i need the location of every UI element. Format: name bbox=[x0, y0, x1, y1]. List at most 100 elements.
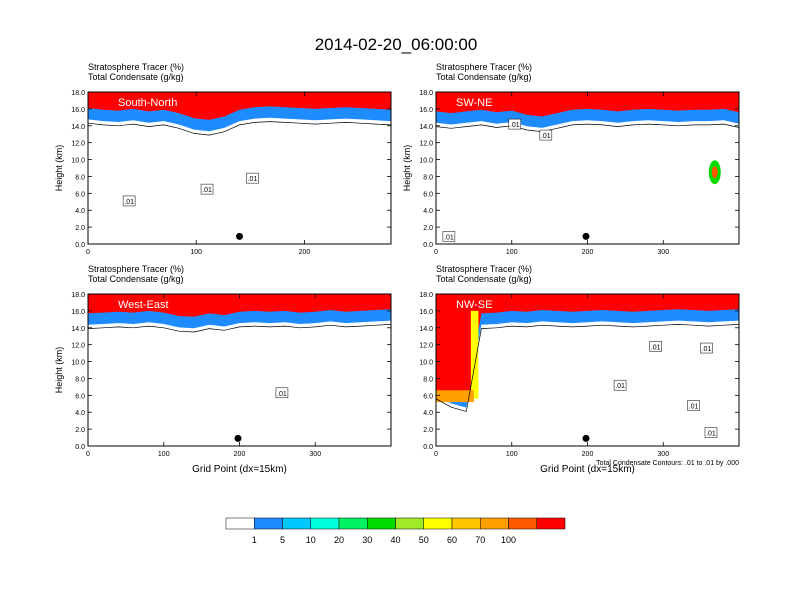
panel-label: SW-NE bbox=[456, 97, 492, 109]
colorbar-box bbox=[367, 517, 396, 530]
panel-title-line1: Stratosphere Tracer (%) bbox=[88, 264, 184, 274]
y-tick-label: 6.0 bbox=[75, 191, 85, 198]
colorbar-label: 70 bbox=[475, 535, 485, 545]
y-tick-label: 4.0 bbox=[75, 208, 85, 215]
x-tick-label: 300 bbox=[657, 451, 669, 458]
tracer-fold-base bbox=[436, 390, 474, 403]
y-tick-label: 8.0 bbox=[75, 174, 85, 181]
contour-label: .01 bbox=[444, 234, 454, 241]
colorbar-box bbox=[282, 517, 311, 530]
colorbar-box bbox=[254, 517, 283, 530]
y-axis-label: Height (km) bbox=[402, 145, 412, 192]
condensate-contour-top bbox=[436, 324, 739, 412]
colorbar-box bbox=[480, 517, 509, 530]
x-tick-label: 300 bbox=[309, 451, 321, 458]
colorbar: 1 5 10 20 30 40 50 60 70 100 bbox=[225, 517, 566, 545]
colorbar-label: 60 bbox=[447, 535, 457, 545]
panel-title-line2: Total Condensate (g/kg) bbox=[436, 72, 532, 82]
y-tick-label: 12.0 bbox=[71, 141, 85, 148]
panel-title-line1: Stratosphere Tracer (%) bbox=[88, 62, 184, 72]
x-tick-label: 0 bbox=[86, 451, 90, 458]
contour-label-box bbox=[613, 379, 627, 391]
tracer-fold-edge bbox=[470, 310, 479, 399]
x-tick-label: 200 bbox=[299, 249, 311, 256]
y-tick-label: 12.0 bbox=[71, 343, 85, 350]
x-tick-label: 100 bbox=[158, 451, 170, 458]
colorbar-label: 5 bbox=[280, 535, 285, 545]
x-tick-label: 0 bbox=[86, 249, 90, 256]
contour-label: .01 bbox=[510, 122, 520, 129]
contour-label-box bbox=[508, 118, 522, 130]
contour-label-box bbox=[200, 183, 214, 195]
y-tick-label: 10.0 bbox=[419, 158, 433, 165]
tracer-core bbox=[436, 92, 739, 117]
contour-label-box bbox=[275, 387, 289, 399]
y-tick-label: 18.0 bbox=[71, 90, 85, 97]
y-tick-label: 16.0 bbox=[71, 309, 85, 316]
colorbar-label: 20 bbox=[334, 535, 344, 545]
page-title: 2014-02-20_06:00:00 bbox=[315, 35, 478, 54]
y-tick-label: 12.0 bbox=[419, 141, 433, 148]
y-tick-label: 10.0 bbox=[71, 360, 85, 367]
contour-label-box bbox=[649, 341, 662, 352]
panel-title-line2: Total Condensate (g/kg) bbox=[88, 72, 184, 82]
y-axis-label: Height (km) bbox=[54, 145, 64, 192]
y-tick-label: 2.0 bbox=[423, 225, 433, 232]
colorbar-box bbox=[508, 517, 537, 530]
contour-label: .01 bbox=[277, 391, 287, 398]
contour-label: .01 bbox=[124, 199, 134, 206]
y-tick-label: 0.0 bbox=[75, 242, 85, 249]
colorbar-box bbox=[395, 517, 424, 530]
colorbar-box bbox=[451, 517, 481, 530]
x-tick-label: 100 bbox=[506, 249, 518, 256]
colorbar-label: 50 bbox=[419, 535, 429, 545]
panel-south-north: .01 .01 .01 South-North Stratosphere Tracer … bbox=[54, 62, 392, 256]
y-tick-label: 4.0 bbox=[423, 410, 433, 417]
contour-label: .01 bbox=[541, 133, 551, 140]
x-tick-label: 200 bbox=[582, 451, 594, 458]
colorbar-box bbox=[338, 517, 368, 530]
contour-label: .01 bbox=[651, 344, 661, 351]
x-tick-label: 300 bbox=[657, 249, 669, 256]
x-tick-label: 100 bbox=[190, 249, 202, 256]
x-tick-label: 0 bbox=[434, 451, 438, 458]
tracer-fold bbox=[436, 310, 474, 398]
y-tick-label: 0.0 bbox=[75, 444, 85, 451]
contour-label-box bbox=[539, 129, 553, 141]
panel-title-line2: Total Condensate (g/kg) bbox=[436, 274, 532, 284]
y-tick-label: 18.0 bbox=[419, 292, 433, 299]
panel-frame bbox=[87, 91, 392, 245]
location-marker bbox=[582, 434, 590, 442]
y-tick-label: 6.0 bbox=[75, 393, 85, 400]
y-tick-label: 16.0 bbox=[419, 309, 433, 316]
x-axis-label: Grid Point (dx=15km) bbox=[540, 464, 635, 475]
y-tick-label: 6.0 bbox=[423, 393, 433, 400]
y-tick-label: 14.0 bbox=[419, 326, 433, 333]
plot-area: .01 .01 .01 bbox=[436, 92, 739, 244]
y-tick-label: 14.0 bbox=[71, 326, 85, 333]
location-marker bbox=[236, 232, 243, 240]
y-tick-label: 4.0 bbox=[75, 410, 85, 417]
panels: .01 .01 .01 South-North Stratosphere Tracer … bbox=[54, 62, 740, 475]
y-tick-label: 8.0 bbox=[423, 376, 433, 383]
colorbar-label: 100 bbox=[501, 535, 516, 545]
contour-note: Total Condensate Contours: .01 to .01 by… bbox=[596, 460, 739, 467]
contour-label-box bbox=[700, 342, 713, 354]
panel-label: South-North bbox=[118, 97, 177, 109]
x-tick-label: 200 bbox=[582, 249, 594, 256]
colorbar-box bbox=[536, 517, 566, 530]
colorbar-label: 10 bbox=[306, 535, 316, 545]
condensate-contour-top bbox=[88, 324, 391, 333]
condensate-contour-top bbox=[88, 121, 391, 136]
colorbar-box bbox=[225, 517, 255, 530]
tracer-blob-core bbox=[711, 166, 718, 179]
y-tick-label: 2.0 bbox=[423, 427, 433, 434]
panel-title-line2: Total Condensate (g/kg) bbox=[88, 274, 184, 284]
plot-area: .01 .01 .01 bbox=[88, 92, 391, 244]
panel-label: West-East bbox=[118, 299, 169, 311]
plot-area: .01 bbox=[88, 294, 391, 446]
y-tick-label: 16.0 bbox=[419, 107, 433, 114]
colorbar-box bbox=[310, 517, 340, 530]
contour-label-box bbox=[687, 400, 700, 411]
